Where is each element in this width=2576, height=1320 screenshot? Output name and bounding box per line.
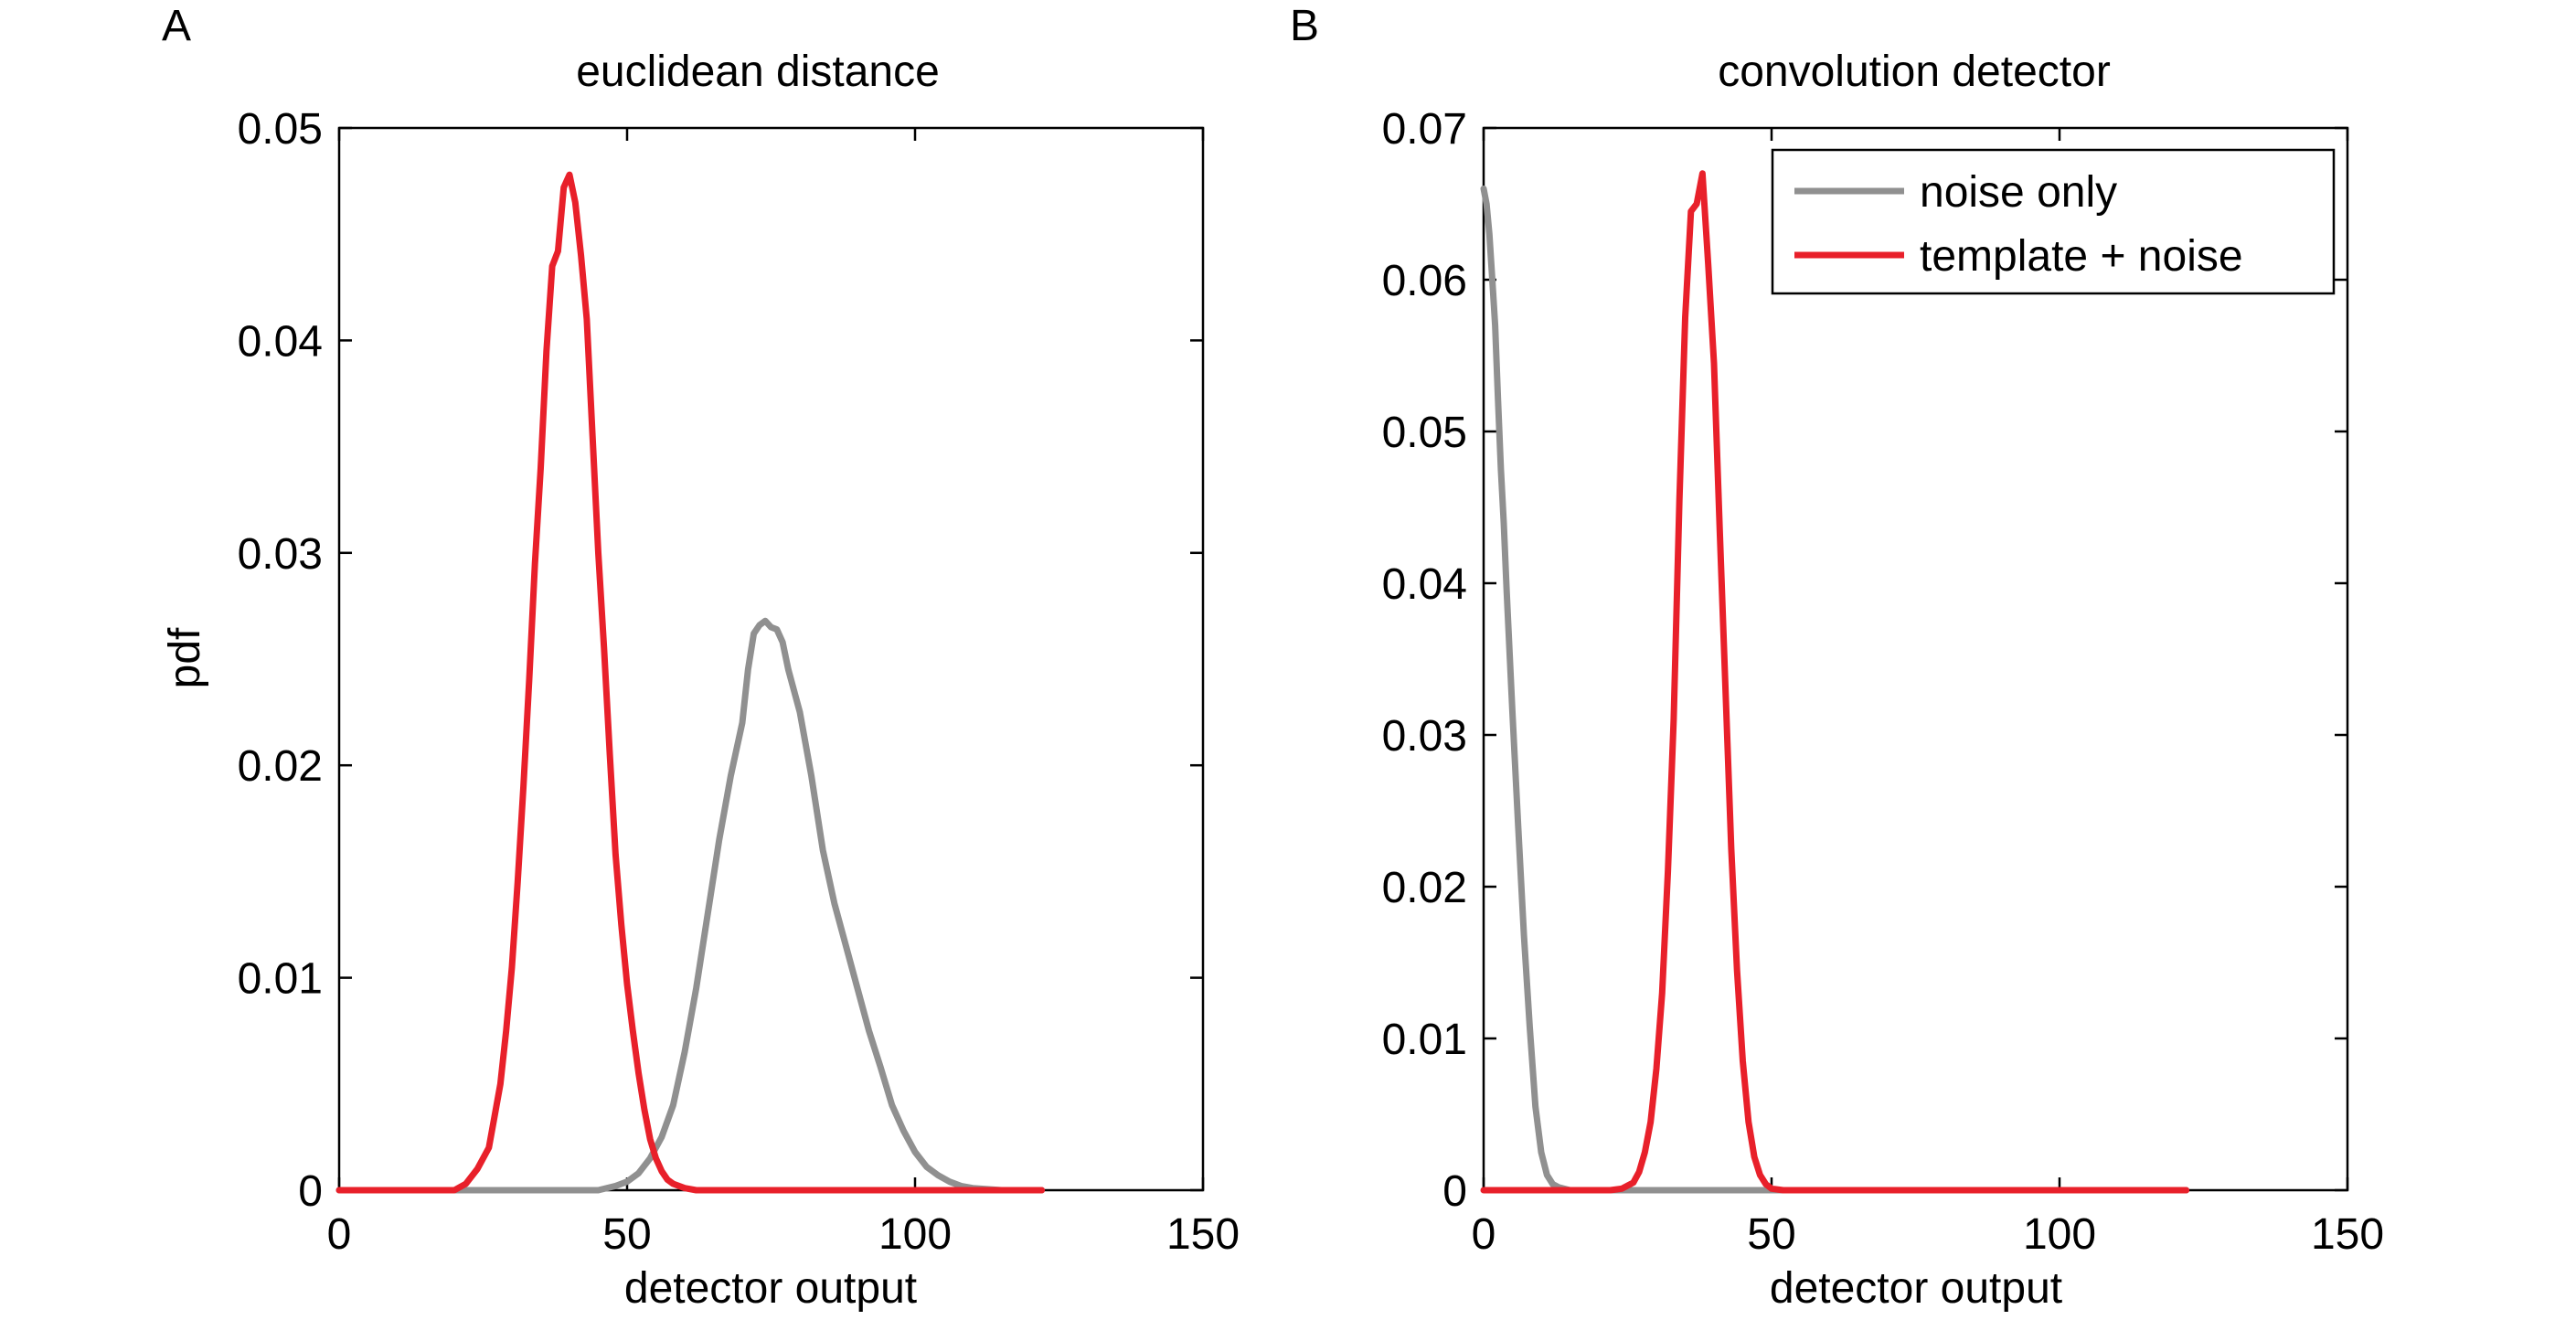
x-ticks-a: 0 50 100 150 <box>327 128 1240 1259</box>
series-line-template-noise <box>1480 170 2190 1194</box>
y-tick-label: 0.07 <box>1382 105 1467 154</box>
x-ticks-b: 0 50 100 150 <box>1472 128 2384 1259</box>
panel-label-a: A <box>162 2 191 50</box>
chart-title-b: convolution detector <box>1718 48 2111 96</box>
x-tick-label: 50 <box>602 1210 651 1259</box>
series-line-template-noise <box>335 171 1046 1194</box>
legend-label-noise-only: noise only <box>1920 168 2117 217</box>
y-tick-label: 0.04 <box>1382 560 1467 609</box>
y-tick-label: 0.05 <box>238 105 323 154</box>
y-tick-label: 0 <box>298 1167 323 1216</box>
legend-box <box>1771 148 2336 295</box>
x-tick-label: 150 <box>1166 1210 1240 1259</box>
x-axis-label-b: detector output <box>1770 1264 2062 1313</box>
series-line-noise-only <box>1480 185 2190 1194</box>
y-tick-label: 0.01 <box>238 955 323 1004</box>
legend-label-template-noise: template + noise <box>1920 232 2243 281</box>
plot-area-a <box>337 126 1205 1192</box>
y-tick-label: 0.03 <box>238 530 323 579</box>
y-ticks-a: 0 0.01 0.02 0.03 0.04 0.05 <box>238 105 1203 1216</box>
x-tick-label: 0 <box>327 1210 352 1259</box>
y-tick-label: 0.05 <box>1382 409 1467 457</box>
x-tick-label: 50 <box>1747 1210 1795 1259</box>
panel-b: B convolution detector 0 0.01 0.02 0.03 0.04… <box>1290 2 2384 1313</box>
legend: noise only template + noise <box>1771 148 2336 295</box>
y-tick-label: 0.06 <box>1382 257 1467 305</box>
y-tick-label: 0.04 <box>238 317 323 366</box>
y-tick-label: 0 <box>1442 1167 1467 1216</box>
y-tick-label: 0.02 <box>238 742 323 791</box>
x-tick-label: 150 <box>2311 1210 2384 1259</box>
y-axis-label-a: pdf <box>161 627 209 688</box>
x-tick-label: 0 <box>1472 1210 1496 1259</box>
series-lines-a <box>335 171 1046 1194</box>
panel-label-b: B <box>1290 2 1319 50</box>
x-tick-label: 100 <box>2023 1210 2096 1259</box>
x-axis-label-a: detector output <box>624 1264 917 1313</box>
series-lines-b <box>1480 170 2190 1194</box>
chart-title-a: euclidean distance <box>576 48 940 96</box>
series-line-noise-only <box>335 617 1046 1194</box>
y-tick-label: 0.03 <box>1382 712 1467 761</box>
y-tick-label: 0.02 <box>1382 864 1467 912</box>
x-tick-label: 100 <box>878 1210 952 1259</box>
y-tick-label: 0.01 <box>1382 1016 1467 1064</box>
panel-a: A euclidean distance 0 0.01 0.02 0.03 0.04 0.… <box>161 2 1240 1313</box>
